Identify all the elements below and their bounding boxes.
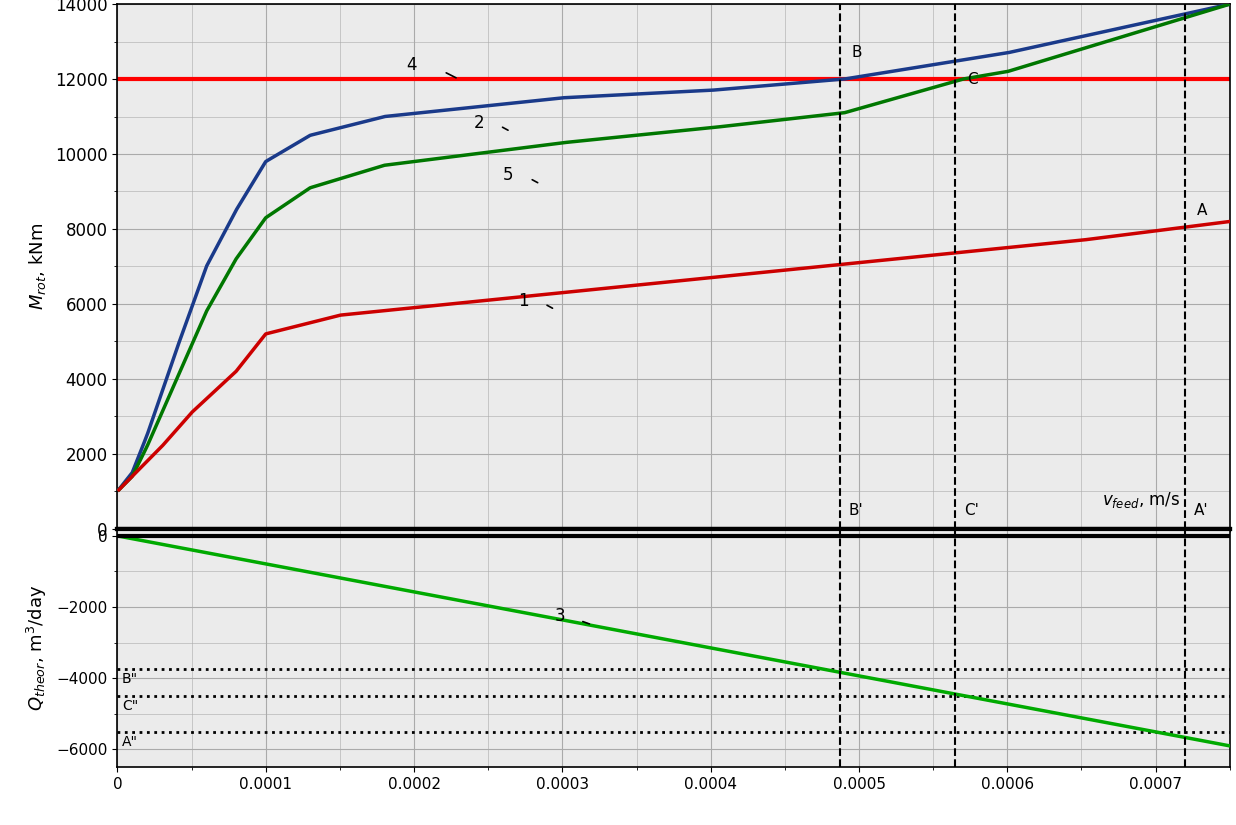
Text: B: B xyxy=(852,45,861,60)
Text: 2: 2 xyxy=(473,114,485,132)
Y-axis label: $M_{rot}$, kNm: $M_{rot}$, kNm xyxy=(27,223,48,310)
Text: A': A' xyxy=(1194,502,1209,517)
Text: A: A xyxy=(1198,203,1208,218)
Text: B": B" xyxy=(122,672,138,686)
Text: C: C xyxy=(968,72,978,87)
Text: 1: 1 xyxy=(518,292,529,310)
Text: A": A" xyxy=(122,734,138,748)
Y-axis label: $Q_{theor}$, m$^3$/day: $Q_{theor}$, m$^3$/day xyxy=(25,585,49,711)
Text: $v_{feed}$, m/s: $v_{feed}$, m/s xyxy=(1101,490,1180,510)
Text: 5: 5 xyxy=(503,167,513,184)
Text: C": C" xyxy=(122,699,138,713)
Text: C': C' xyxy=(964,502,979,517)
Text: B': B' xyxy=(849,502,864,517)
Text: 3: 3 xyxy=(555,607,566,625)
Text: 4: 4 xyxy=(407,56,417,73)
